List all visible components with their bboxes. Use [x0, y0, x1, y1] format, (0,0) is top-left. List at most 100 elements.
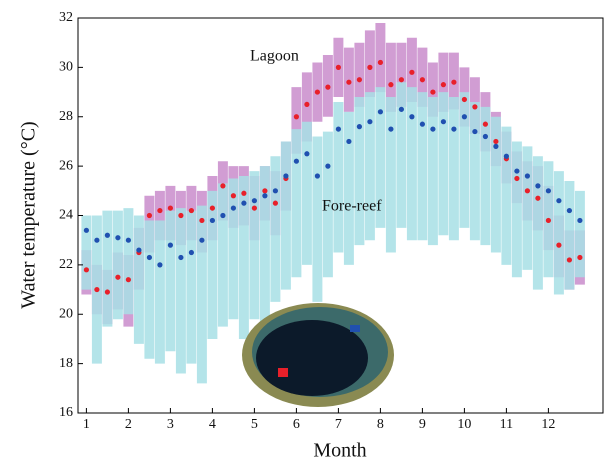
data-point	[325, 84, 331, 90]
data-point	[514, 168, 520, 174]
data-point	[377, 59, 383, 66]
data-point	[356, 77, 362, 83]
data-point	[314, 89, 320, 95]
data-point	[304, 101, 310, 108]
data-point	[94, 237, 100, 243]
data-point	[167, 242, 173, 248]
data-point	[556, 242, 562, 248]
data-point	[440, 82, 446, 88]
data-point	[157, 262, 163, 268]
data-point	[262, 193, 268, 199]
y-tick-label: 26	[59, 158, 73, 173]
data-point	[430, 126, 436, 132]
data-point	[503, 153, 509, 159]
data-point	[524, 188, 531, 194]
data-point	[325, 163, 331, 169]
data-point	[136, 247, 142, 253]
x-tick-label: 11	[500, 417, 513, 432]
data-point	[304, 151, 310, 157]
data-point	[409, 69, 415, 75]
data-point	[83, 227, 89, 233]
data-point	[377, 109, 383, 115]
data-point	[220, 212, 226, 219]
lagoon-site	[278, 368, 288, 377]
data-point	[199, 217, 205, 224]
y-tick-label: 32	[59, 10, 73, 25]
data-point	[188, 207, 194, 214]
x-tick-label: 1	[83, 417, 90, 432]
data-point	[209, 205, 215, 211]
data-point	[146, 212, 152, 219]
data-point	[115, 274, 121, 280]
x-tick-label: 5	[251, 417, 258, 432]
data-point	[314, 173, 320, 179]
data-point	[262, 188, 268, 194]
data-point	[146, 254, 152, 261]
x-tick-label: 2	[125, 417, 132, 432]
data-point	[566, 257, 573, 263]
x-tick-label: 8	[377, 417, 384, 432]
x-axis-label: Month	[313, 440, 366, 462]
data-point	[419, 121, 425, 127]
y-tick-label: 28	[59, 109, 73, 124]
x-tick-label: 3	[167, 417, 174, 432]
data-point	[367, 64, 373, 70]
data-point	[209, 217, 215, 224]
x-tick-label: 9	[419, 417, 426, 432]
x-tick-label: 6	[293, 417, 300, 432]
annotation: Lagoon	[250, 48, 299, 65]
x-tick-label: 10	[457, 417, 471, 432]
data-point	[125, 237, 131, 243]
data-point	[167, 205, 173, 211]
data-point	[524, 173, 531, 179]
data-point	[472, 128, 478, 135]
data-point	[451, 126, 457, 132]
data-point	[335, 126, 341, 132]
data-point	[346, 79, 352, 85]
data-point	[545, 188, 552, 194]
data-point	[199, 237, 205, 243]
data-point	[535, 183, 541, 189]
data-point	[230, 193, 236, 199]
data-point	[388, 126, 394, 132]
y-tick-label: 30	[59, 60, 73, 75]
data-point	[251, 205, 257, 211]
data-point	[493, 138, 499, 145]
x-tick-label: 4	[209, 417, 216, 432]
data-point	[419, 77, 425, 83]
data-point	[556, 198, 562, 204]
data-point	[293, 114, 299, 120]
data-point	[535, 195, 541, 201]
data-point	[514, 175, 520, 182]
data-point	[178, 212, 184, 219]
y-tick-label: 20	[59, 306, 73, 321]
data-point	[115, 235, 121, 241]
data-point	[104, 232, 110, 238]
data-point	[461, 96, 467, 103]
data-point	[398, 106, 404, 112]
data-point	[451, 79, 457, 85]
annotation: Fore-reef	[322, 198, 382, 215]
data-point	[241, 190, 247, 196]
data-point	[335, 64, 341, 70]
y-tick-label: 18	[59, 356, 73, 371]
data-point	[251, 198, 257, 204]
data-point	[545, 217, 552, 224]
data-point	[346, 138, 352, 145]
plot-area	[81, 22, 585, 384]
inset-map	[242, 303, 394, 407]
data-point	[283, 173, 289, 179]
data-point	[482, 133, 488, 140]
fore-reef-site	[350, 325, 360, 332]
x-tick-label: 7	[335, 417, 342, 432]
data-point	[272, 200, 278, 206]
data-point	[272, 188, 278, 194]
data-point	[566, 207, 573, 214]
data-point	[482, 121, 488, 127]
data-point	[493, 143, 499, 149]
data-point	[430, 89, 436, 95]
data-point	[94, 286, 100, 293]
data-point	[83, 267, 89, 273]
y-tick-label: 24	[59, 208, 73, 223]
data-point	[461, 114, 467, 120]
